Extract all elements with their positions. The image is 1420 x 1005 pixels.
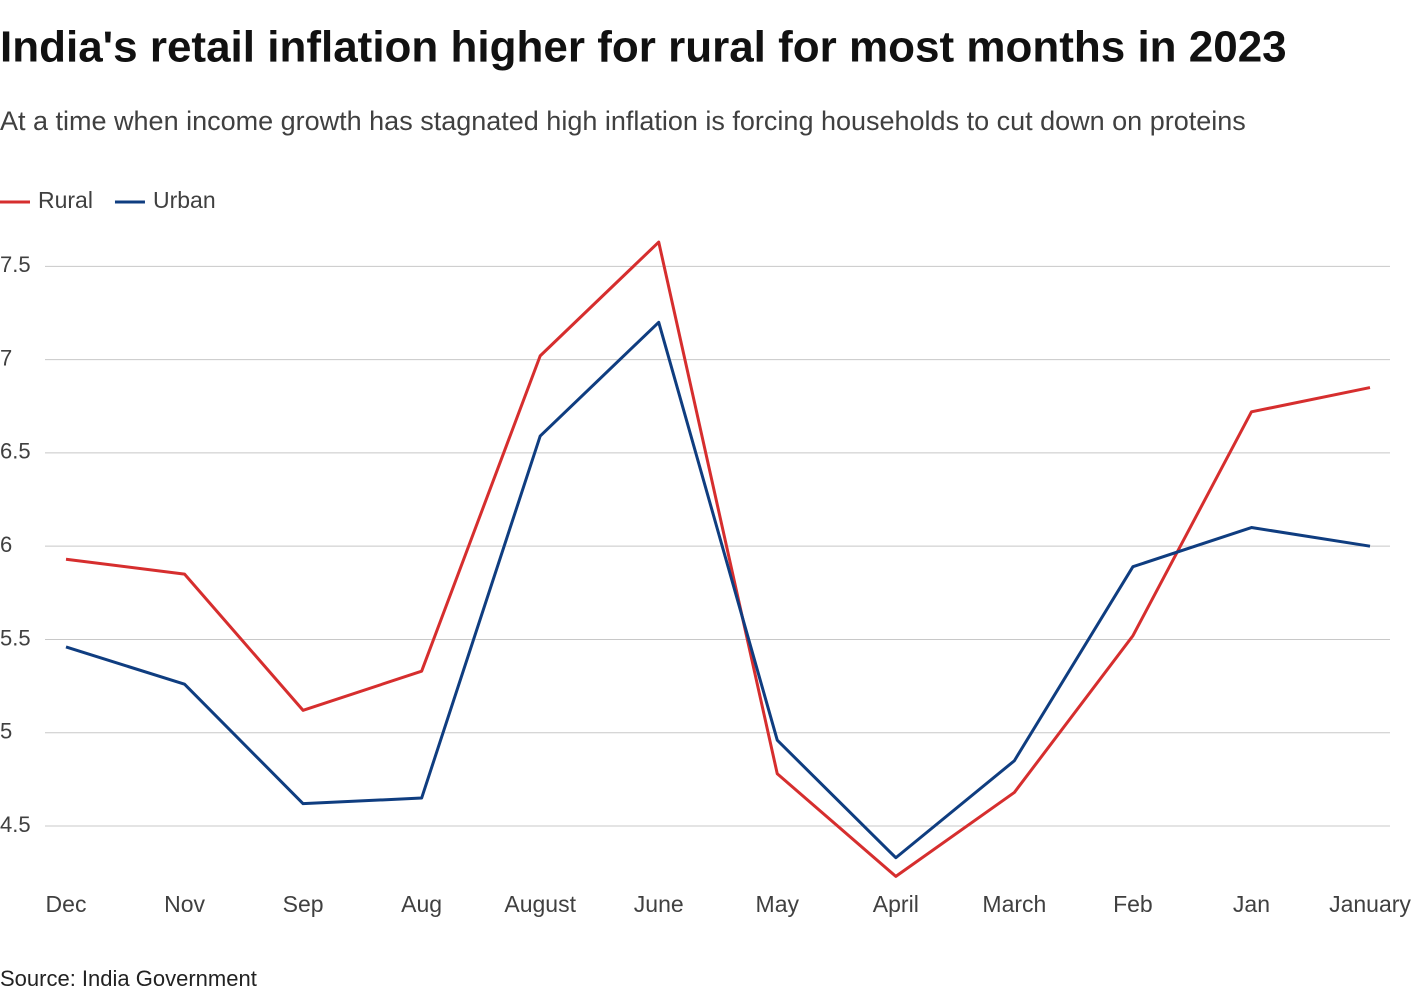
x-tick-label: Feb — [1113, 891, 1153, 917]
x-tick-label: January — [1329, 891, 1411, 917]
y-tick-label: 7 — [0, 345, 12, 370]
x-tick-label: Sep — [283, 891, 324, 917]
legend-label: Rural — [38, 187, 93, 213]
y-tick-label: 7.5 — [0, 252, 31, 277]
series-line — [65, 320, 1371, 860]
y-tick-label: 4.5 — [0, 812, 31, 837]
x-tick-label: March — [982, 891, 1046, 917]
y-tick-label: 5 — [0, 719, 12, 744]
x-tick-label: Nov — [164, 891, 205, 917]
x-tick-label: May — [756, 891, 800, 917]
legend-label: Urban — [153, 187, 216, 213]
x-tick-label: Jan — [1233, 891, 1270, 917]
series-line — [65, 240, 1371, 878]
x-tick-label: June — [634, 891, 684, 917]
x-tick-label: Aug — [401, 891, 442, 917]
x-tick-label: April — [873, 891, 919, 917]
y-tick-label: 5.5 — [0, 625, 31, 650]
y-tick-label: 6 — [0, 532, 12, 557]
y-tick-label: 6.5 — [0, 439, 31, 464]
source: Source: India Government — [0, 966, 257, 991]
x-tick-label: Dec — [46, 891, 87, 917]
chart-title: India's retail inflation higher for rura… — [0, 23, 1287, 72]
chart-subtitle: At a time when income growth has stagnat… — [0, 106, 1246, 136]
x-tick-label: August — [504, 891, 576, 917]
